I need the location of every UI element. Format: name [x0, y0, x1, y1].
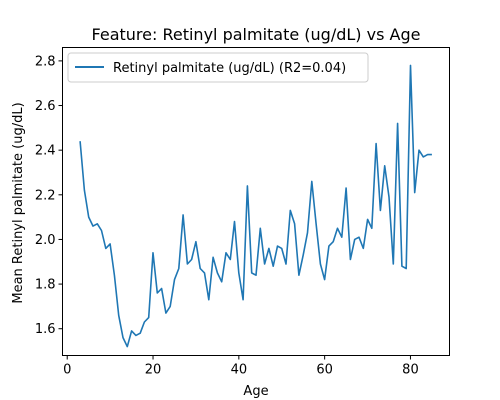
legend-box — [67, 52, 369, 83]
y-tick-label: 2.4 — [35, 144, 56, 159]
y-tick-label: 2.0 — [35, 233, 56, 248]
series-line — [79, 64, 432, 348]
legend: Retinyl palmitate (ug/dL) (R2=0.04) — [67, 52, 369, 83]
y-tick-label: 2.2 — [35, 188, 56, 203]
y-tick-label: 1.6 — [35, 322, 56, 337]
x-tick-label: 80 — [402, 363, 419, 378]
y-tick-label: 1.8 — [35, 278, 56, 293]
chart-title: Feature: Retinyl palmitate (ug/dL) vs Ag… — [92, 25, 421, 44]
x-axis-title: Age — [243, 384, 268, 399]
y-tick-label: 2.8 — [35, 54, 56, 69]
x-tick-label: 0 — [63, 363, 71, 378]
y-axis-title: Mean Retinyl palmitate (ug/dL) — [11, 102, 26, 303]
plot-area: 0 20 40 60 80 1.6 1.8 2.0 2.2 2.4 2.6 2.8 — [35, 47, 450, 378]
x-tick-label: 60 — [316, 363, 333, 378]
y-tick-label: 2.6 — [35, 99, 56, 114]
x-tick-label: 40 — [231, 363, 248, 378]
x-tick-label: 20 — [145, 363, 162, 378]
legend-label: Retinyl palmitate (ug/dL) (R2=0.04) — [113, 61, 346, 76]
plot-frame — [62, 47, 450, 356]
